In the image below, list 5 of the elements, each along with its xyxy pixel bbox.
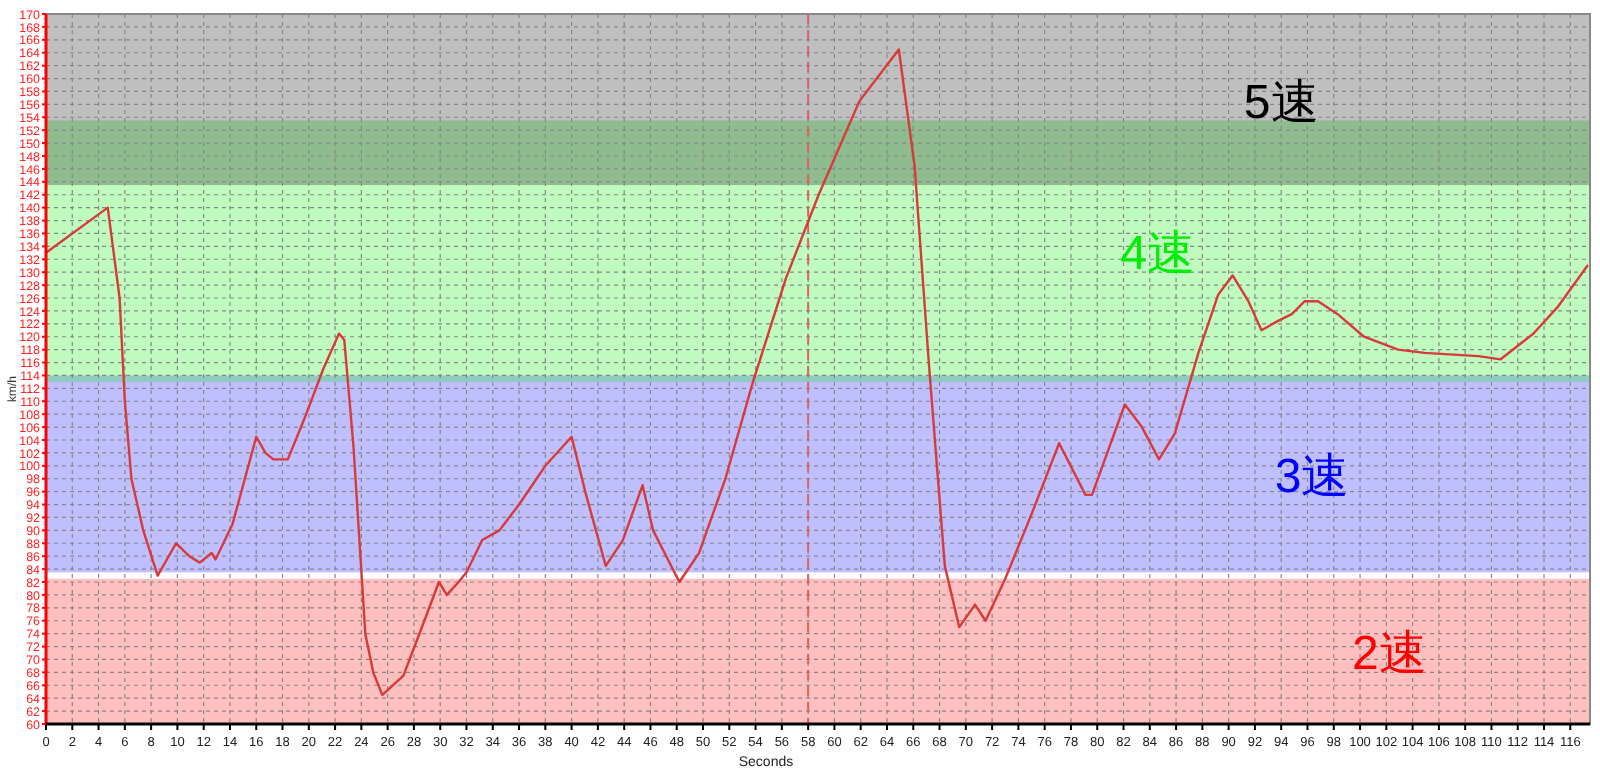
- band-label: 5速: [1243, 75, 1319, 130]
- band-label: 2速: [1351, 627, 1427, 682]
- line-series: [44, 48, 1589, 697]
- band-label: 4速: [1120, 227, 1196, 282]
- band-label: 3速: [1274, 449, 1350, 504]
